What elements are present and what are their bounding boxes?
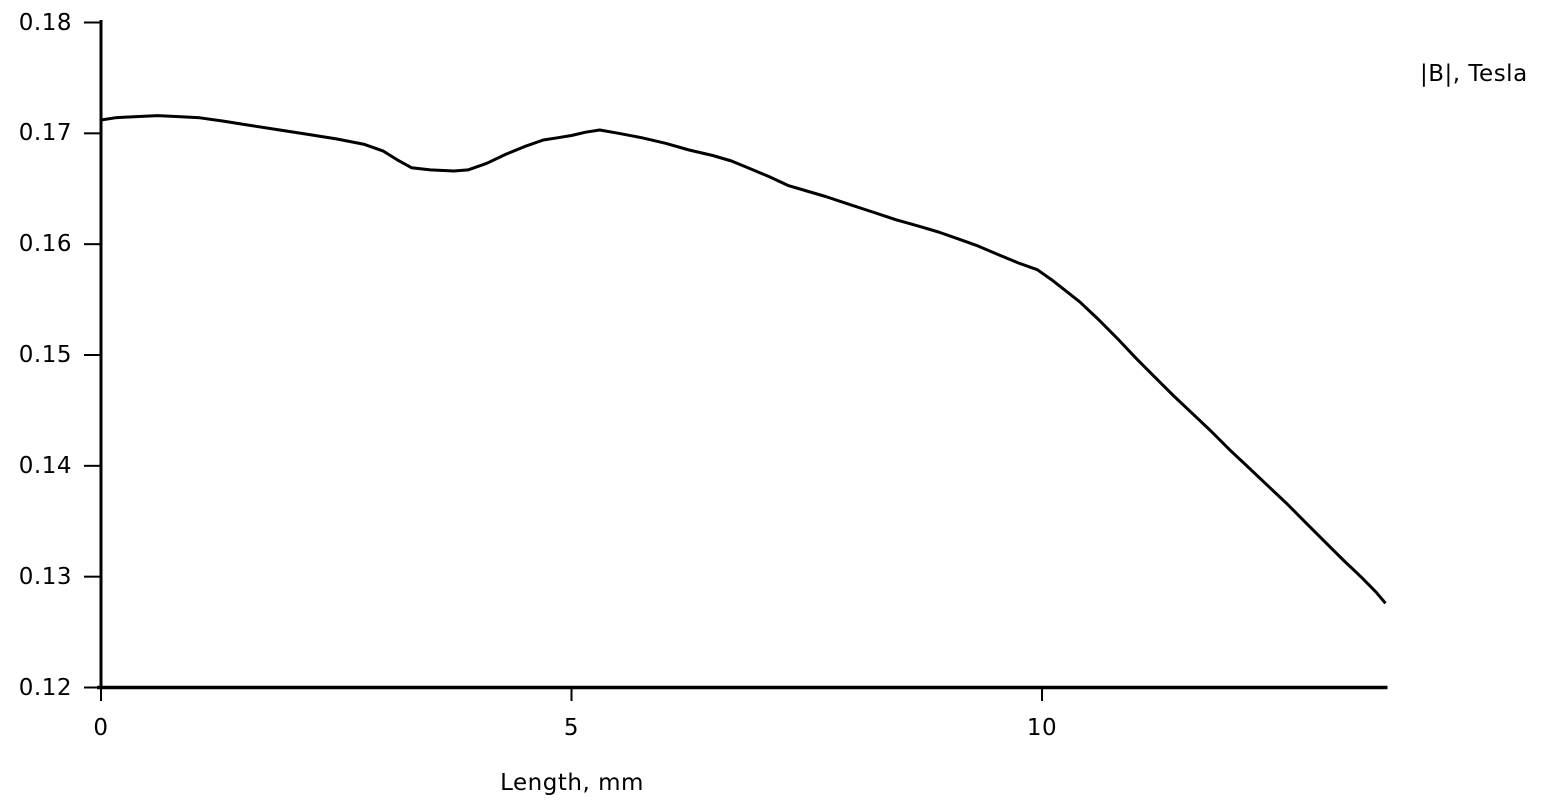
y-axis-title: |B|, Tesla	[1420, 61, 1528, 87]
data-curve	[100, 114, 1387, 605]
x-tick-label: 0	[93, 715, 109, 741]
axes	[97, 20, 1388, 690]
y-tick-label: 0.14	[18, 452, 72, 479]
x-tick-label: 10	[1026, 715, 1058, 741]
y-tick-label: 0.18	[18, 9, 72, 36]
y-tick-label: 0.17	[18, 120, 72, 147]
x-axis-title: Length, mm	[500, 770, 644, 796]
data-curve-group	[100, 114, 1387, 605]
y-tick-label: 0.13	[18, 563, 72, 590]
y-tick-label: 0.12	[18, 674, 72, 701]
y-tick-label: 0.15	[18, 342, 72, 368]
tick-marks	[84, 21, 1044, 701]
x-tick-label: 5	[563, 715, 580, 741]
y-tick-label: 0.16	[18, 231, 72, 258]
